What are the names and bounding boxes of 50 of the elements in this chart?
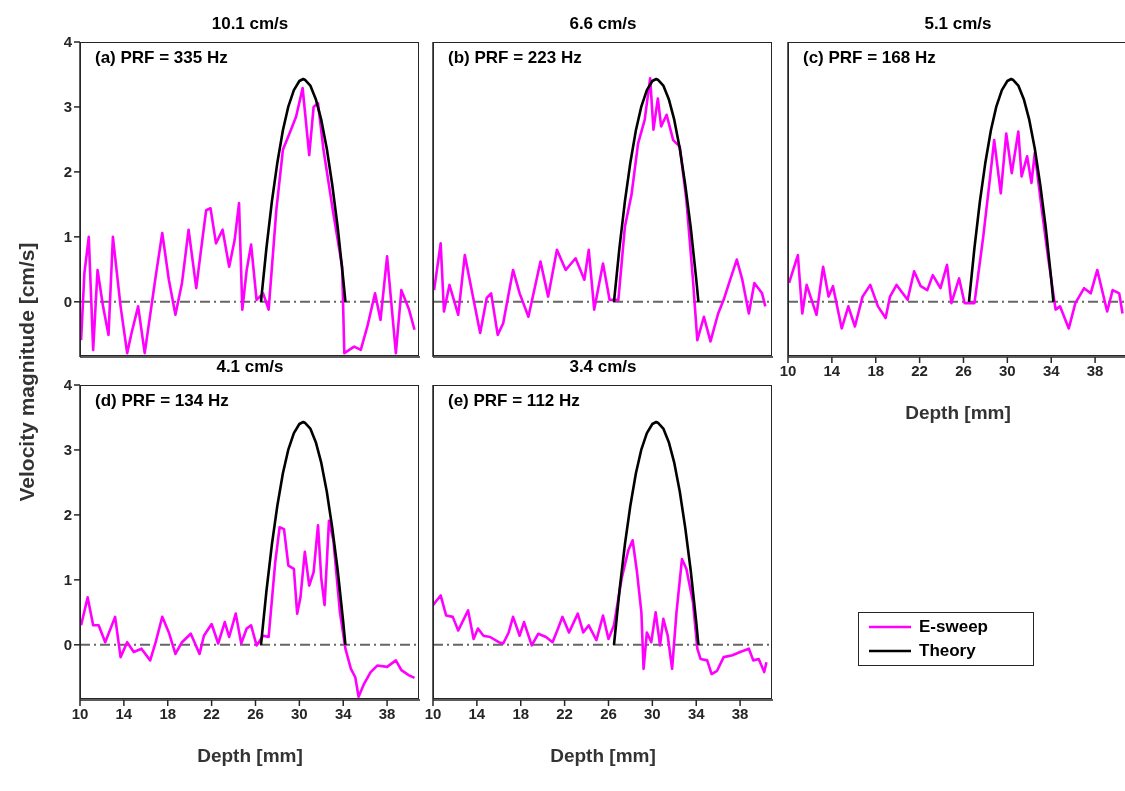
x-tick-label: 34 xyxy=(334,704,353,722)
x-tick-label: 30 xyxy=(291,704,308,722)
y-tick-label: 1 xyxy=(63,571,72,589)
x-tick-label: 38 xyxy=(731,704,749,722)
x-tick-label: 26 xyxy=(600,704,617,722)
chart-title: 3.4 cm/s xyxy=(568,357,638,377)
y-tick-label: 4 xyxy=(63,33,73,51)
chart-title: 4.1 cm/s xyxy=(215,357,285,377)
y-tick-label: 0 xyxy=(63,636,72,654)
x-tick-label: 18 xyxy=(159,704,177,722)
x-tick-label: 10 xyxy=(779,361,797,379)
legend-label: Theory xyxy=(919,640,976,661)
x-tick-label: 34 xyxy=(687,704,706,722)
x-axis-title: Depth [mm] xyxy=(197,745,303,766)
x-tick-label: 22 xyxy=(556,704,573,722)
x-tick-label: 38 xyxy=(1086,361,1104,379)
x-tick-label: 22 xyxy=(203,704,220,722)
y-tick-label: 2 xyxy=(63,506,72,524)
chart-title: 6.6 cm/s xyxy=(568,14,638,34)
y-tick-label: 1 xyxy=(63,228,72,246)
annotation: (e) PRF = 112 Hz xyxy=(448,391,580,411)
chart-title: 5.1 cm/s xyxy=(923,14,993,34)
y-tick-label: 3 xyxy=(63,441,72,459)
x-tick-label: 22 xyxy=(911,361,928,379)
chart-title: 10.1 cm/s xyxy=(210,14,290,34)
x-tick-label: 26 xyxy=(247,704,264,722)
x-tick-label: 26 xyxy=(955,361,972,379)
annotation: (c) PRF = 168 Hz xyxy=(803,48,936,68)
y-tick-label: 2 xyxy=(63,163,72,181)
x-tick-label: 10 xyxy=(424,704,442,722)
x-tick-label: 18 xyxy=(867,361,885,379)
y-tick-label: 4 xyxy=(63,376,73,394)
x-tick-label: 38 xyxy=(378,704,396,722)
x-tick-label: 14 xyxy=(468,704,486,722)
x-tick-label: 34 xyxy=(1042,361,1061,379)
annotation: (d) PRF = 134 Hz xyxy=(95,391,229,411)
legend-label: E-sweep xyxy=(919,616,988,637)
x-tick-label: 14 xyxy=(823,361,841,379)
x-axis-title: Depth [mm] xyxy=(550,745,656,766)
y-tick-label: 0 xyxy=(63,293,72,311)
x-tick-label: 18 xyxy=(512,704,530,722)
y-tick-label: 3 xyxy=(63,98,72,116)
x-axis-title: Depth [mm] xyxy=(905,402,1011,423)
x-tick-label: 14 xyxy=(115,704,133,722)
y-axis-title: Velocity magnitude [cm/s] xyxy=(15,242,39,502)
annotation: (a) PRF = 335 Hz xyxy=(95,48,228,68)
annotation: (b) PRF = 223 Hz xyxy=(448,48,582,68)
x-tick-label: 10 xyxy=(71,704,89,722)
x-tick-label: 30 xyxy=(644,704,661,722)
x-tick-label: 30 xyxy=(999,361,1016,379)
